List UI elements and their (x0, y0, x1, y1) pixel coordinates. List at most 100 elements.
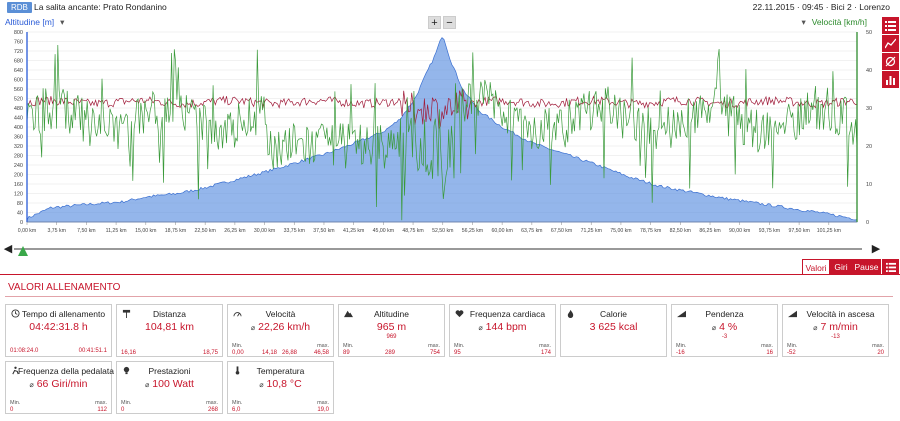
x-tick-label: 82,50 km (670, 228, 691, 234)
y-left-tick-label: 0 (20, 220, 23, 226)
card-min: 16,16 (121, 350, 137, 356)
card-min: 0 (121, 407, 125, 413)
list-view-button[interactable] (882, 17, 899, 34)
max-label: max. (428, 343, 440, 349)
card-mid1: 14,18 (262, 350, 278, 356)
card-max: 20 (877, 350, 884, 356)
y-left-tick-label: 280 (14, 154, 23, 160)
min-label: Min. (232, 400, 243, 406)
card-ascesa: Velocità in ascesa ⌀ 7 m/min -13 Min. max… (782, 304, 889, 357)
min-label: Min. (10, 400, 21, 406)
x-tick-label: 90,00 km (729, 228, 750, 234)
x-tick-label: 30,00 km (254, 228, 275, 234)
card-value: 7 m/min (820, 321, 858, 333)
timeline-scrollbar[interactable]: ◀ ▶ (0, 241, 900, 257)
y-left-tick-label: 480 (14, 106, 23, 112)
x-tick-label: 86,25 km (699, 228, 720, 234)
card-sub: -13 (831, 334, 840, 340)
x-tick-label: 63,75 km (521, 228, 542, 234)
card-sub-right: 00:41:51.1 (78, 348, 107, 354)
y-left-tick-label: 80 (17, 201, 23, 207)
x-tick-label: 78,75 km (640, 228, 661, 234)
x-tick-label: 26,25 km (224, 228, 245, 234)
x-tick-label: 71,25 km (581, 228, 602, 234)
y-left-tick-label: 120 (14, 192, 23, 198)
y-left-tick-label: 640 (14, 68, 23, 74)
tab-giri[interactable]: Giri (830, 259, 852, 275)
card-min: 6,0 (232, 407, 241, 413)
scroll-track[interactable] (14, 248, 862, 250)
card-value: 10,8 °C (266, 378, 302, 390)
y-left-tick-label: 320 (14, 144, 23, 150)
card-value: 4 % (719, 321, 738, 333)
card-min: 89 (343, 350, 350, 356)
max-label: max. (539, 343, 551, 349)
card-title: Frequenza della pedalata (18, 366, 114, 376)
bar-chart-button[interactable] (882, 71, 899, 88)
chart-view-button[interactable] (882, 35, 899, 52)
tab-divider (0, 274, 900, 275)
y-left-tick-label: 680 (14, 59, 23, 65)
speedometer-icon (233, 312, 242, 317)
y-right-tick-label: 0 (866, 220, 869, 226)
tab-pause[interactable]: Pause (852, 259, 881, 275)
x-tick-label: 52,50 km (432, 228, 453, 234)
card-title: Altitudine (374, 309, 409, 319)
y-left-tick-label: 240 (14, 163, 23, 169)
card-value: 100 Watt (152, 378, 194, 390)
card-value: 04:42:31.8 h (29, 321, 88, 333)
card-tempo: Tempo di allenamento 04:42:31.8 h 01:08:… (5, 304, 112, 357)
x-tick-label: 101,25 km (817, 228, 841, 234)
scroll-handle[interactable] (18, 246, 28, 257)
tab-valori[interactable]: Valori (802, 259, 830, 275)
card-min: 0,00 (232, 350, 244, 356)
card-max: 19,0 (317, 407, 329, 413)
y-right-tick-label: 20 (866, 144, 872, 150)
max-label: max. (95, 400, 107, 406)
card-altitudine: Altitudine 965 m 969 Min. max. 89 289 75… (338, 304, 445, 357)
card-value: 144 bpm (485, 321, 527, 333)
y-left-tick-label: 520 (14, 97, 23, 103)
elevation-speed-chart[interactable]: 8007607206806406005605204804404003603202… (0, 28, 900, 242)
y-left-tick-label: 400 (14, 125, 23, 131)
card-pedalata: Frequenza della pedalata ⌀ 66 Giri/min Mi… (5, 361, 114, 414)
hide-series-button[interactable] (882, 53, 899, 70)
y-left-tick-label: 560 (14, 87, 23, 93)
avg-symbol: ⌀ (478, 325, 483, 332)
zoom-out-button[interactable]: − (443, 16, 456, 29)
scroll-right-button[interactable]: ▶ (871, 243, 881, 255)
card-max: 16 (766, 350, 773, 356)
card-pendenza: Pendenza ⌀ 4 % -3 Min. max. -16 16 (671, 304, 778, 357)
x-tick-label: 3,75 km (47, 228, 65, 234)
card-title: Frequenza cardiaca (469, 309, 546, 319)
card-value: 104,81 km (144, 321, 195, 333)
card-min: -16 (676, 350, 685, 356)
card-max: 18,75 (202, 350, 218, 356)
card-title: Prestazioni (148, 366, 191, 376)
signpost-icon (122, 309, 131, 318)
tab-list[interactable] (882, 259, 899, 275)
card-title: Pendenza (705, 309, 744, 319)
y-left-tick-label: 600 (14, 78, 23, 84)
card-max: 754 (429, 350, 440, 356)
altitude-area (26, 37, 858, 223)
right-axis-selector[interactable]: ▾ Velocità [km/h] (801, 17, 867, 28)
card-value: 965 m (376, 321, 407, 333)
bulb-icon (123, 366, 130, 375)
cyclist-icon (12, 366, 19, 375)
x-tick-label: 33,75 km (284, 228, 305, 234)
card-max: 268 (207, 407, 218, 413)
zoom-in-button[interactable]: + (428, 16, 441, 29)
x-tick-label: 7,50 km (77, 228, 95, 234)
min-label: Min. (676, 343, 687, 349)
chevron-down-icon: ▾ (801, 17, 806, 27)
scroll-left-button[interactable]: ◀ (3, 243, 13, 255)
workout-title: La salita ancante: Prato Rondanino (34, 2, 167, 12)
x-tick-label: 15,00 km (135, 228, 156, 234)
clock-icon (11, 309, 20, 318)
left-axis-selector[interactable]: Altitudine [m] ▾ (5, 17, 64, 28)
card-calorie: Calorie 3 625 kcal (560, 304, 667, 357)
chevron-down-icon: ▾ (60, 17, 65, 27)
card-max: 46,58 (313, 350, 329, 356)
y-left-tick-label: 800 (14, 30, 23, 36)
